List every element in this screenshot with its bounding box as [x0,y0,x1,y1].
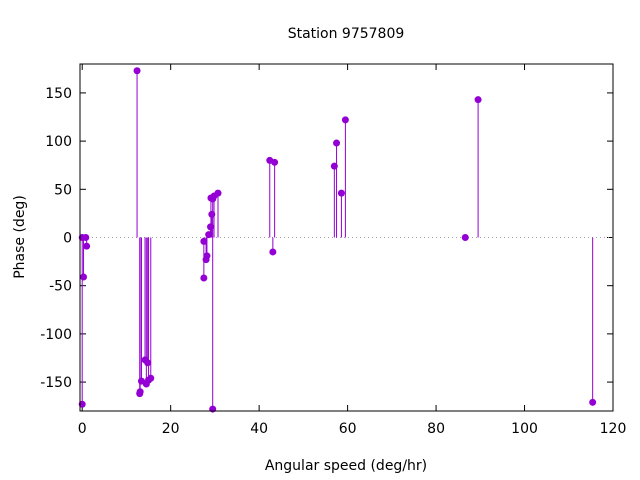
data-point [209,405,217,413]
y-tick-label: -50 [49,279,72,295]
data-point [589,398,597,406]
data-point [474,96,482,104]
data-point [337,189,345,197]
data-marks [78,67,597,413]
data-point [147,374,155,382]
y-tick-label: -150 [40,375,72,391]
data-point [83,242,91,250]
data-point [203,252,211,260]
data-point [200,274,208,282]
chart-title: Station 9757809 [288,26,405,42]
data-point [341,116,349,124]
y-tick-label: -100 [40,327,72,343]
data-point [80,273,88,281]
data-point [271,158,279,166]
x-tick-label: 40 [250,421,268,437]
data-point [144,359,152,367]
x-tick-label: 60 [339,421,357,437]
y-tick-label: 100 [45,134,72,150]
x-tick-label: 100 [511,421,538,437]
x-tick-label: 20 [162,421,180,437]
data-point [136,388,144,396]
x-tick-label: 120 [600,421,627,437]
data-point [333,139,341,147]
y-tick-label: 150 [45,86,72,102]
data-point [269,248,277,256]
plot-frame [79,63,614,412]
data-point [82,234,90,241]
data-point [214,189,222,197]
y-axis-label: Phase (deg) [12,195,28,279]
y-tick-label: 0 [63,231,72,247]
axis-ticks: 0 20 40 60 80 100 120 -150 -100 -50 0 50 100 150 [40,64,626,437]
data-point [133,67,141,75]
x-axis-label: Angular speed (deg/hr) [265,458,427,474]
x-tick-label: 80 [427,421,445,437]
x-tick-label: 0 [78,421,87,437]
data-point [461,234,469,241]
y-tick-label: 50 [54,182,72,198]
